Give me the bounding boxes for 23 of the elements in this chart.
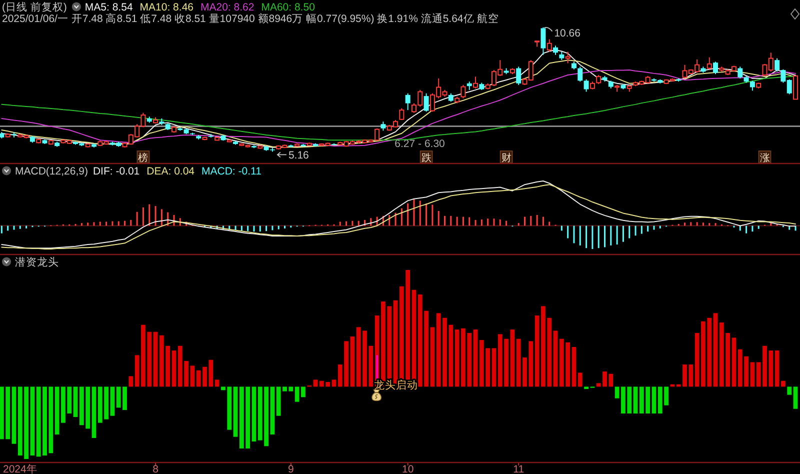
chart-subtitle: 2025/01/06/一 开7.48 高8.51 低7.48 收8.51 量107940 额8946万 幅0.77(9.95%) 换1.91% 流通5.64亿 航空 — [2, 12, 500, 25]
x-tick-label: 跌 — [421, 152, 432, 164]
text: MACD: -0.11 — [202, 166, 262, 178]
x-tick-label: 榜 — [138, 152, 148, 164]
x-tick-label: 涨 — [760, 152, 770, 164]
x-tick-label: 9 — [288, 464, 294, 474]
text: MA60: 8.50 — [261, 2, 316, 14]
x-tick-label: 财 — [501, 152, 512, 164]
legend-label: MA5: 8.54 — [84, 2, 133, 14]
chart-title: 潜资龙头 — [15, 256, 59, 268]
text: DIF: -0.01 — [92, 166, 140, 178]
x-axis-title: 2024年 — [3, 464, 38, 474]
chart-title: (日线 前复权) — [2, 0, 67, 14]
x-tick-label: 10 — [402, 464, 414, 474]
text: MA20: 8.62 — [200, 2, 254, 14]
annotation: 10.66 — [554, 27, 581, 40]
chart-title: MACD(12,26,9) — [15, 166, 88, 178]
band-label: 6.27 - 6.30 — [394, 138, 446, 150]
text: MA10: 8.46 — [140, 2, 194, 14]
x-tick-label: 8 — [152, 464, 159, 474]
x-tick-label: 11 — [513, 464, 524, 474]
text: DEA: 0.04 — [146, 166, 195, 178]
annotation: 5.16 — [288, 150, 310, 162]
